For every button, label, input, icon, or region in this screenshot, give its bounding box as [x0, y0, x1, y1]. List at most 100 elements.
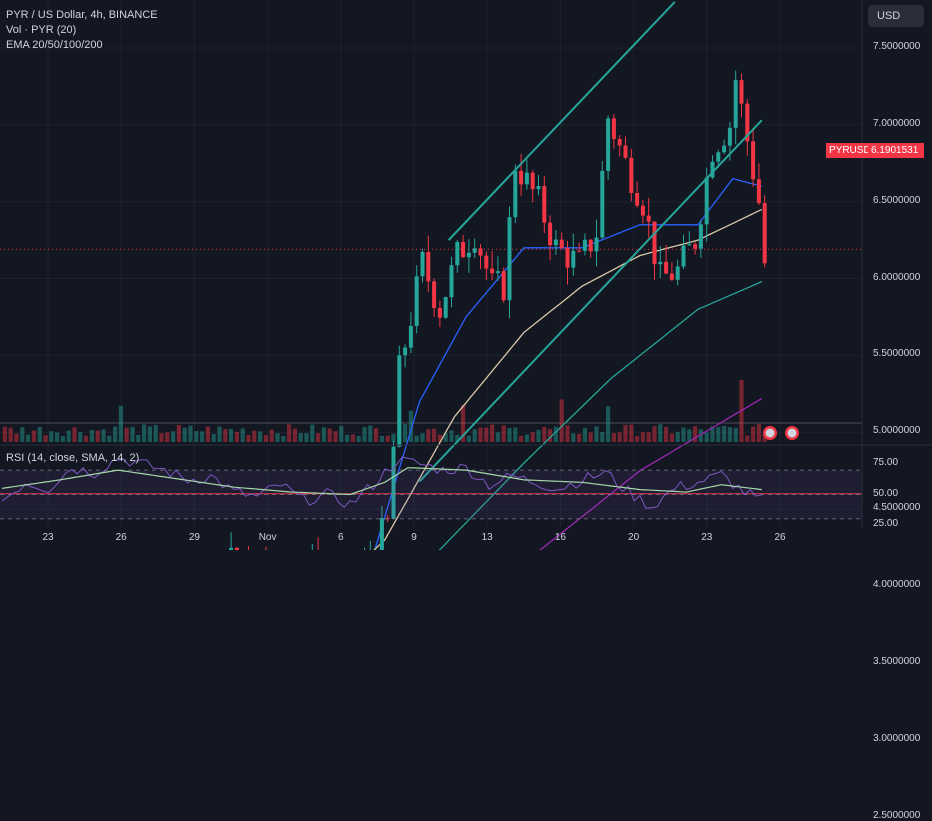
candle-body [443, 297, 448, 318]
volume-bar [693, 426, 698, 442]
candle-body [635, 192, 640, 206]
volume-bar [182, 427, 187, 442]
price-tick-label: 4.5000000 [873, 502, 921, 514]
currency-button[interactable]: USD [868, 5, 924, 27]
volume-bar [472, 429, 477, 442]
volume-bar [669, 433, 674, 442]
volume-bar [234, 431, 239, 442]
volume-bar [43, 435, 48, 442]
volume-bar [78, 432, 83, 442]
volume-bar [751, 426, 756, 442]
candle-body [437, 307, 442, 318]
time-tick-label: 13 [481, 532, 493, 543]
volume-bar [101, 429, 106, 442]
volume-bar [194, 431, 199, 442]
volume-bar [559, 399, 564, 442]
rsi-indicator-label[interactable]: RSI (14, close, SMA, 14, 2) [6, 452, 140, 464]
volume-bar [478, 427, 483, 442]
price-tick-label: 3.5000000 [873, 655, 921, 667]
volume-bar [176, 425, 181, 442]
candle-body [432, 281, 437, 308]
candle-body [565, 247, 570, 268]
volume-bar [490, 424, 495, 442]
volume-bar [687, 429, 692, 442]
candle-body [727, 127, 732, 146]
price-chart[interactable] [0, 0, 932, 550]
volume-bar [426, 429, 431, 442]
volume-bar [37, 426, 42, 442]
candle-body [762, 203, 767, 264]
volume-bar [704, 432, 709, 442]
candle-body [600, 170, 605, 238]
volume-bar [385, 435, 390, 442]
volume-bar [49, 431, 54, 442]
price-tick-label: 2.5000000 [873, 809, 921, 821]
volume-bar [420, 433, 425, 442]
candle-body [513, 170, 518, 218]
volume-bar [304, 433, 309, 442]
volume-bar [698, 429, 703, 442]
price-tick-label: 7.5000000 [873, 41, 921, 52]
symbol-title[interactable]: PYR / US Dollar, 4h, BINANCE [6, 9, 158, 21]
volume-bar [449, 430, 454, 442]
time-tick-label: 26 [774, 532, 786, 543]
candle-body [669, 273, 674, 280]
time-tick-label: Nov [258, 532, 277, 543]
candle-body [553, 239, 558, 246]
candle-body [577, 250, 582, 252]
volume-bar [84, 435, 89, 442]
volume-indicator-label[interactable]: Vol · PYR (20) [6, 24, 77, 36]
ema-line-2 [373, 208, 763, 550]
volume-bar [513, 427, 518, 442]
candle-body [693, 244, 698, 249]
volume-bar [455, 434, 460, 442]
volume-bar [165, 432, 170, 442]
candle-body [716, 152, 721, 162]
candle-body [571, 250, 576, 268]
volume-bar [611, 433, 616, 442]
volume-bar [733, 427, 738, 442]
rsi-band [0, 470, 862, 519]
candle-body [501, 271, 506, 301]
volume-bar [565, 425, 570, 442]
volume-bar [727, 427, 732, 442]
volume-bar [623, 424, 628, 442]
volume-bar [519, 435, 524, 442]
volume-bar [240, 428, 245, 442]
volume-bar [756, 424, 761, 442]
volume-bar [484, 427, 489, 442]
volume-bar [652, 426, 657, 442]
volume-bar [26, 434, 31, 442]
candle-body [449, 265, 454, 298]
volume-bar [95, 430, 100, 442]
volume-bar [466, 435, 471, 442]
ticker-price-tag: PYRUSD [826, 143, 874, 158]
candle-body [455, 241, 460, 266]
time-tick-label: 23 [42, 532, 54, 543]
volume-bar [437, 434, 442, 442]
candle-body [507, 217, 512, 301]
candle-body [408, 326, 413, 348]
price-tick-label: 6.0000000 [873, 271, 921, 283]
candle-body [548, 222, 553, 246]
candle-body [414, 276, 419, 327]
rsi-ma-line [1, 467, 762, 496]
volume-bar [229, 428, 234, 442]
ema-line-4 [539, 397, 763, 550]
trendline [447, 1, 676, 241]
volume-bar [356, 435, 361, 442]
volume-bar [345, 434, 350, 442]
volume-bar [414, 435, 419, 442]
volume-bar [716, 426, 721, 442]
ema-indicator-label[interactable]: EMA 20/50/100/200 [6, 39, 103, 51]
volume-bar [316, 433, 321, 442]
volume-bar [548, 429, 553, 442]
volume-bar [524, 434, 529, 442]
volume-bar [629, 424, 634, 442]
volume-bar [617, 432, 622, 442]
volume-bar [321, 427, 326, 442]
volume-bar [246, 434, 251, 442]
price-tick-label: 6.5000000 [873, 194, 921, 206]
volume-bar [675, 431, 680, 442]
